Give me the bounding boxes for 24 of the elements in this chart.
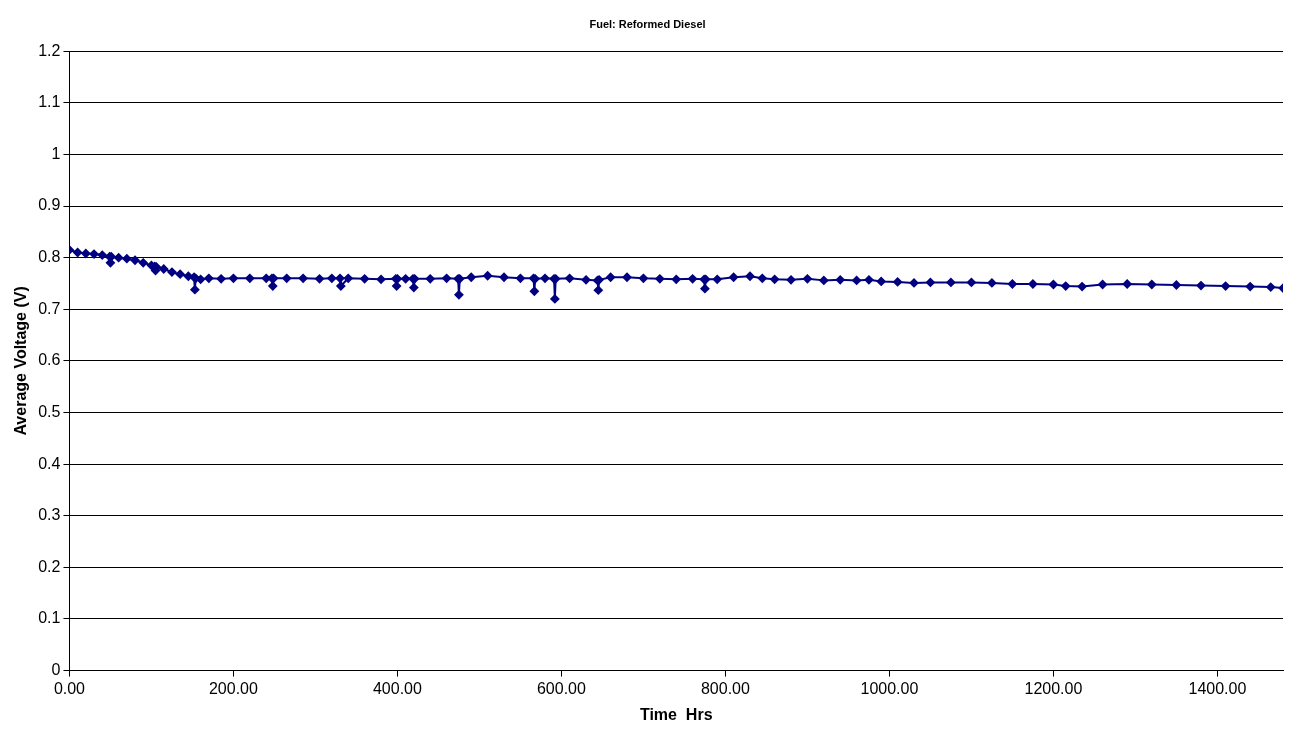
y-tick-label: 0.9	[38, 196, 61, 214]
y-tick-label: 0.4	[38, 454, 61, 472]
x-tick-label: 1200.00	[1024, 679, 1083, 697]
chart-title: Fuel: Reformed Diesel	[589, 17, 706, 30]
x-tick-label: 0.00	[53, 679, 86, 697]
y-tick-label: 1.2	[38, 41, 61, 59]
x-tick-label: 1000.00	[860, 679, 919, 697]
y-tick-label: 1	[51, 144, 61, 162]
y-tick-label: 0.8	[38, 248, 61, 266]
y-tick-label: 0.6	[38, 351, 61, 369]
x-tick-label: 400.00	[372, 679, 422, 697]
x-tick-label: 800.00	[700, 679, 750, 697]
y-tick-label: 0.7	[38, 299, 61, 317]
y-tick-label: 0.3	[38, 506, 61, 524]
y-tick-label: 0	[51, 661, 61, 679]
x-axis-title: Time Hrs	[639, 705, 713, 723]
y-axis-title: Average Voltage (V)	[12, 286, 30, 436]
x-tick-label: 600.00	[536, 679, 586, 697]
y-tick-label: 1.1	[38, 93, 61, 111]
y-tick-label: 0.2	[38, 557, 61, 575]
x-tick-label: 1400.00	[1188, 679, 1247, 697]
x-tick-label: 200.00	[208, 679, 259, 697]
y-tick-label: 0.5	[38, 402, 61, 420]
y-tick-label: 0.1	[38, 609, 61, 627]
